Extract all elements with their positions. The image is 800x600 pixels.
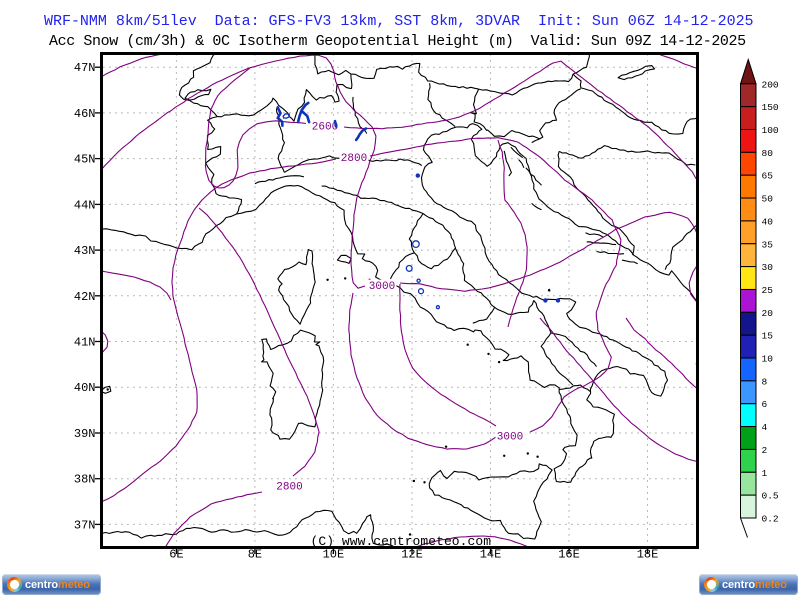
svg-text:42N: 42N <box>74 290 96 304</box>
svg-text:8: 8 <box>762 376 768 387</box>
svg-text:43N: 43N <box>74 244 96 258</box>
svg-text:8E: 8E <box>248 548 262 562</box>
svg-text:25: 25 <box>762 285 774 296</box>
svg-text:2600: 2600 <box>312 122 338 134</box>
svg-text:2800: 2800 <box>341 153 367 165</box>
svg-text:41N: 41N <box>74 336 96 350</box>
svg-text:12E: 12E <box>401 548 423 562</box>
svg-text:14E: 14E <box>480 548 502 562</box>
svg-text:6E: 6E <box>169 548 183 562</box>
svg-text:150: 150 <box>762 102 779 113</box>
svg-text:0.2: 0.2 <box>762 514 779 525</box>
svg-text:18E: 18E <box>637 548 659 562</box>
svg-text:100: 100 <box>762 125 779 136</box>
svg-text:16E: 16E <box>558 548 580 562</box>
svg-text:30: 30 <box>762 262 774 273</box>
svg-text:50: 50 <box>762 194 774 205</box>
svg-text:40N: 40N <box>74 381 96 395</box>
svg-text:80: 80 <box>762 148 774 159</box>
svg-text:(C) www.centrometeo.com: (C) www.centrometeo.com <box>311 534 492 549</box>
svg-text:4: 4 <box>762 422 768 433</box>
svg-text:37N: 37N <box>74 518 96 532</box>
svg-text:40: 40 <box>762 216 774 227</box>
svg-text:15: 15 <box>762 331 774 342</box>
svg-text:39N: 39N <box>74 427 96 441</box>
svg-text:45N: 45N <box>74 153 96 167</box>
svg-text:200: 200 <box>762 79 779 90</box>
svg-text:47N: 47N <box>74 61 96 75</box>
svg-text:20: 20 <box>762 308 774 319</box>
svg-text:65: 65 <box>762 171 774 182</box>
svg-text:44N: 44N <box>74 198 96 212</box>
svg-text:10: 10 <box>762 354 774 365</box>
svg-text:0.5: 0.5 <box>762 491 779 502</box>
svg-text:6: 6 <box>762 399 768 410</box>
svg-text:3000: 3000 <box>497 432 523 444</box>
svg-text:2: 2 <box>762 445 768 456</box>
svg-text:35: 35 <box>762 239 774 250</box>
svg-text:1: 1 <box>762 468 768 479</box>
svg-text:46N: 46N <box>74 107 96 121</box>
svg-text:10E: 10E <box>323 548 345 562</box>
svg-text:3000: 3000 <box>369 281 395 293</box>
svg-text:38N: 38N <box>74 473 96 487</box>
svg-text:2800: 2800 <box>276 482 302 494</box>
